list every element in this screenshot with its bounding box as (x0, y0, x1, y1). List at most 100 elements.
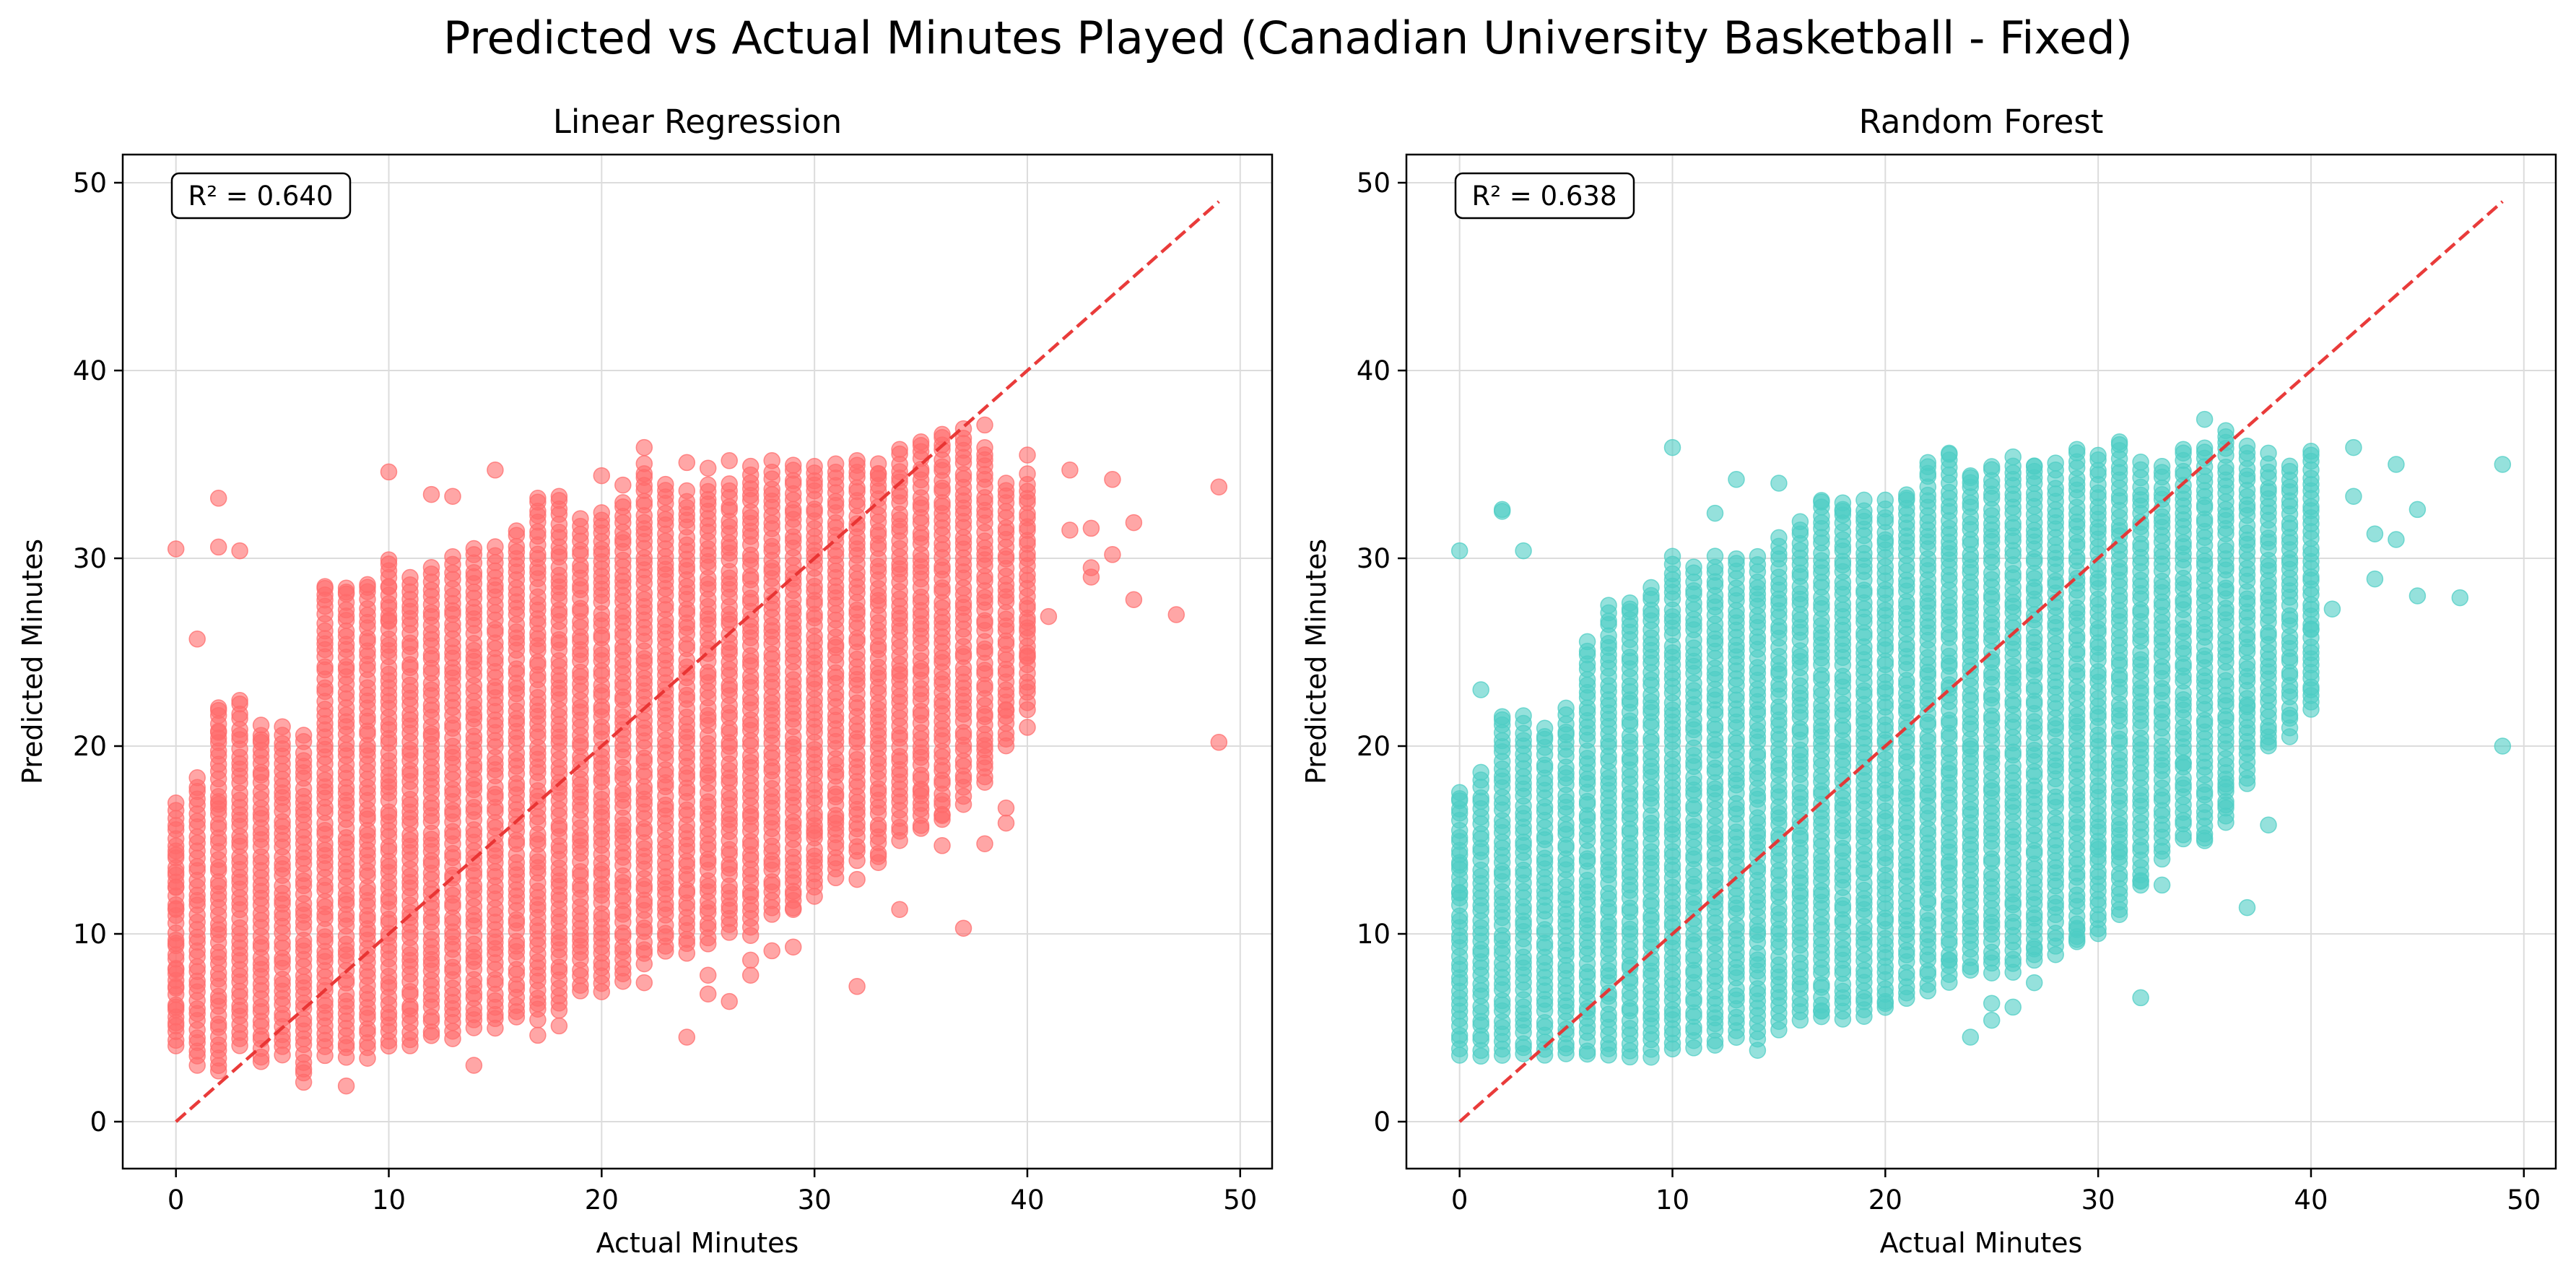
scatter-point (614, 476, 632, 494)
y-tick-label: 40 (73, 355, 107, 386)
scatter-points (167, 416, 1228, 1095)
scatter-point (444, 547, 461, 566)
scatter-point (167, 863, 185, 880)
scatter-point (699, 985, 717, 1002)
scatter-point (848, 452, 866, 469)
scatter-point (806, 458, 823, 475)
scatter-point (997, 475, 1015, 492)
scatter-point (167, 846, 185, 864)
scatter-point (1749, 547, 1767, 566)
scatter-point (380, 551, 398, 568)
scatter-point (1210, 734, 1228, 751)
scatter-point (2132, 454, 2149, 471)
y-tick-label: 30 (73, 543, 107, 574)
y-axis-label: Predicted Minutes (17, 539, 48, 784)
scatter-point (274, 718, 291, 735)
scatter-point (167, 794, 185, 812)
scatter-point (848, 978, 866, 995)
y-tick-label: 20 (73, 731, 107, 762)
scatter-point (231, 692, 248, 709)
scatter-point (252, 734, 270, 751)
scatter-point (2196, 439, 2214, 456)
scatter-point (1578, 633, 1596, 651)
scatter-point (1040, 607, 1058, 625)
scatter-point (188, 769, 206, 787)
scatter-point (593, 504, 611, 521)
scatter-point (1983, 458, 2001, 475)
scatter-point (1728, 550, 1745, 568)
r2-annotation-text: R² = 0.640 (188, 181, 334, 212)
scatter-point (1019, 647, 1036, 664)
scatter-point (635, 438, 653, 456)
scatter-point (763, 942, 780, 960)
scatter-point (188, 631, 206, 648)
scatter-point (678, 1028, 696, 1046)
scatter-point (231, 542, 248, 560)
scatter-point (1104, 546, 1121, 563)
scatter-point (1600, 597, 1617, 614)
scatter-point (380, 612, 398, 629)
scatter-point (167, 978, 185, 995)
scatter-point (806, 822, 823, 839)
scatter-point (487, 538, 504, 555)
scatter-point (784, 938, 802, 956)
x-axis-label: Actual Minutes (596, 1227, 799, 1259)
scatter-point (167, 540, 185, 558)
scatter-point (699, 459, 717, 477)
scatter-point (934, 425, 951, 443)
scatter-point (976, 416, 993, 434)
scatter-point (1770, 529, 1788, 547)
scatter-point (529, 490, 547, 507)
scatter-point (912, 782, 930, 800)
scatter-point (827, 455, 845, 473)
scatter-point (209, 701, 227, 719)
scatter-point (1472, 763, 1489, 781)
scatter-point (1536, 719, 1554, 737)
scatter-point (209, 795, 227, 813)
scatter-point (316, 579, 334, 597)
scatter-point (252, 1053, 270, 1070)
scatter-point (2047, 454, 2064, 472)
scatter-point (1876, 491, 1894, 509)
scatter-point (614, 494, 632, 511)
scatter-point (934, 837, 951, 854)
y-tick-label: 10 (73, 919, 107, 950)
x-tick-label: 30 (798, 1184, 832, 1216)
scatter-point (997, 814, 1015, 832)
x-tick-label: 40 (1010, 1184, 1044, 1216)
scatter-point (209, 538, 227, 556)
scatter-point (295, 1073, 313, 1091)
scatter-point (997, 800, 1015, 817)
scatter-point (721, 452, 738, 469)
scatter-point (167, 998, 185, 1016)
scatter-point (721, 992, 738, 1010)
scatter-point (209, 490, 227, 507)
scatter-point (678, 482, 696, 500)
scatter-point (635, 455, 653, 472)
scatter-point (721, 475, 738, 493)
scatter-point (1855, 491, 1873, 509)
scatter-point (1210, 478, 1228, 495)
scatter-point (699, 476, 717, 494)
scatter-point (784, 456, 802, 474)
scatter-point (167, 901, 185, 918)
scatter-point (1125, 514, 1143, 532)
scatter-point (954, 919, 972, 937)
scatter-point (422, 485, 440, 503)
scatter-point (741, 951, 760, 969)
scatter-point (1685, 558, 1702, 576)
scatter-point (508, 522, 526, 540)
r2-annotation: R² = 0.640 (170, 172, 352, 220)
scatter-point (380, 463, 398, 481)
scatter-point (1082, 568, 1100, 586)
scatter-point (1706, 547, 1724, 565)
figure-title: Predicted vs Actual Minutes Played (Cana… (443, 12, 2133, 64)
scatter-point (699, 966, 717, 984)
scatter-point (1642, 579, 1660, 597)
scatter-point (1167, 606, 1185, 623)
scatter-point (869, 465, 887, 482)
scatter-point (209, 722, 227, 740)
scatter-point (465, 540, 483, 558)
